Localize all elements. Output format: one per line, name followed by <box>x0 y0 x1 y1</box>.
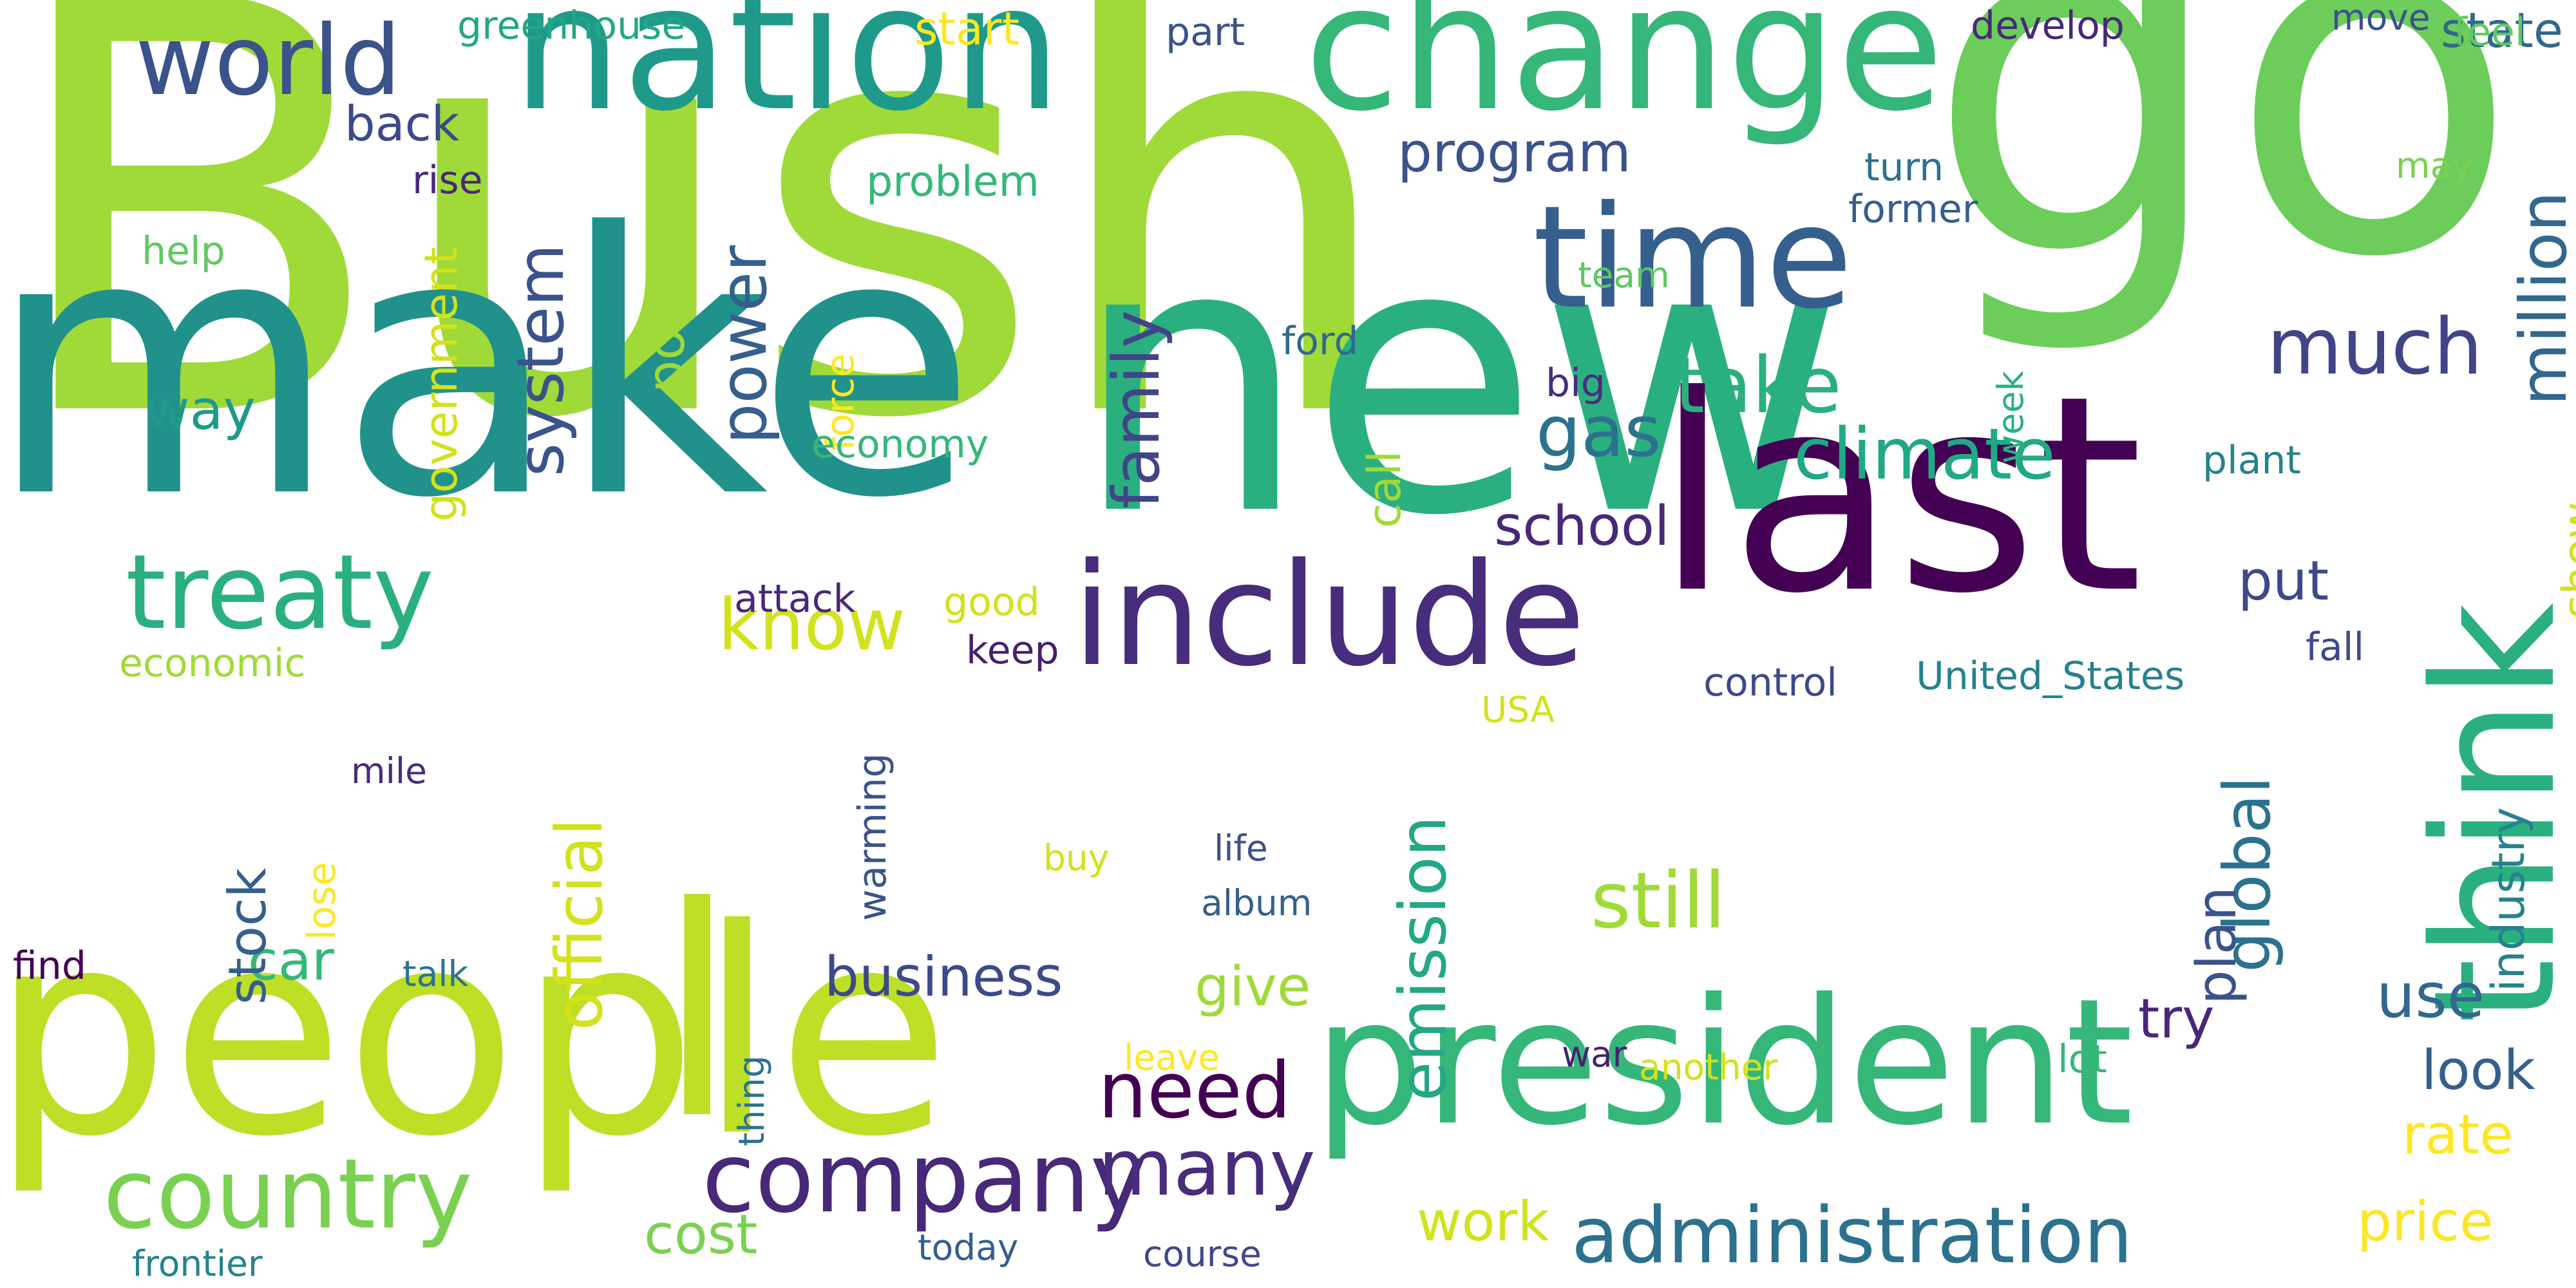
word-policy: policy <box>636 241 696 393</box>
word-last: last <box>1655 338 2143 653</box>
word-economy: economy <box>811 422 989 467</box>
word-start: start <box>914 3 1020 55</box>
word-put: put <box>2238 549 2329 613</box>
word-buy: buy <box>1043 837 1110 878</box>
word-problem: problem <box>866 158 1039 206</box>
word-rate: rate <box>2402 1103 2514 1167</box>
word-business: business <box>824 945 1063 1009</box>
word-album: album <box>1201 882 1312 923</box>
word-go: go <box>1926 0 2520 361</box>
word-back: back <box>345 95 460 152</box>
word-need: need <box>1098 1046 1291 1136</box>
word-control: control <box>1703 660 1837 705</box>
word-way: way <box>145 379 256 442</box>
word-administration: administration <box>1571 1191 2133 1281</box>
word-make: make <box>0 157 978 577</box>
word-use: use <box>2376 961 2485 1032</box>
word-official: official <box>542 818 617 1030</box>
word-ford: ford <box>1282 319 1359 364</box>
word-week: week <box>1990 370 2031 464</box>
word-united-states: United_States <box>1916 654 2185 699</box>
word-lose: lose <box>299 862 345 940</box>
word-turn: turn <box>1864 145 1944 190</box>
word-mile: mile <box>351 750 427 791</box>
word-program: program <box>1397 121 1631 185</box>
word-lot: lot <box>2058 1037 2107 1082</box>
word-move: move <box>2331 0 2430 38</box>
word-million: million <box>2506 191 2576 406</box>
word-gas: gas <box>1536 390 1662 473</box>
word-call: call <box>1358 450 1411 528</box>
word-system: system <box>503 243 578 477</box>
word-school: school <box>1494 495 1670 558</box>
word-try: try <box>2138 987 2215 1051</box>
word-frontier: frontier <box>132 1243 263 1284</box>
word-find: find <box>13 943 86 989</box>
word-part: part <box>1166 10 1245 55</box>
word-feel: feel <box>2454 10 2526 55</box>
word-team: team <box>1578 254 1670 296</box>
word-car: car <box>248 929 334 993</box>
word-much: much <box>2267 303 2483 392</box>
word-plant: plant <box>2202 438 2302 483</box>
word-attack: attack <box>734 576 856 621</box>
word-bush: Bush <box>0 0 1403 542</box>
word-help: help <box>142 229 225 274</box>
word-work: work <box>1417 1190 1549 1254</box>
word-cost: cost <box>644 1203 758 1267</box>
word-price: price <box>2357 1190 2494 1254</box>
word-life: life <box>1214 828 1268 869</box>
word-take: take <box>1674 341 1842 431</box>
word-family: family <box>1099 310 1174 509</box>
word-war: war <box>1562 1034 1627 1075</box>
word-leave: leave <box>1124 1037 1220 1078</box>
word-economic: economic <box>119 641 306 686</box>
word-treaty: treaty <box>126 532 434 652</box>
word-new: new <box>1072 162 1844 597</box>
word-still: still <box>1591 857 1726 946</box>
word-president: president <box>1314 961 2134 1164</box>
word-power: power <box>706 245 781 444</box>
word-talk: talk <box>402 953 469 994</box>
word-course: course <box>1143 1233 1262 1274</box>
word-former: former <box>1848 187 1978 232</box>
word-another: another <box>1639 1046 1778 1088</box>
word-warming: warming <box>850 753 895 921</box>
word-state: state <box>2441 2 2563 59</box>
word-people: people <box>0 869 951 1198</box>
word-government: government <box>415 247 468 522</box>
word-l: l <box>657 846 738 1183</box>
word-keep: keep <box>966 628 1059 673</box>
word-stock: stock <box>218 867 278 1005</box>
word-climate: climate <box>1794 413 2056 495</box>
word-give: give <box>1195 955 1311 1019</box>
word-usa: USA <box>1481 689 1555 730</box>
word-many: many <box>1098 1124 1316 1213</box>
word-show: show <box>2553 502 2576 618</box>
word-industry: industry <box>2482 807 2535 992</box>
word-emission: emission <box>1385 815 1461 1101</box>
word-today: today <box>918 1227 1019 1268</box>
word-nation: nation <box>512 0 1062 149</box>
word-develop: develop <box>1971 3 2125 48</box>
word-know: know <box>718 583 905 666</box>
word-fall: fall <box>2306 625 2365 670</box>
word-country: country <box>103 1139 473 1251</box>
word-include: include <box>1072 533 1586 697</box>
word-change: change <box>1304 0 1944 149</box>
word-good: good <box>943 580 1040 625</box>
word-thing: thing <box>731 1055 772 1146</box>
word-time: time <box>1533 175 1853 340</box>
word-look: look <box>2421 1039 2535 1103</box>
word-may: may <box>2396 145 2473 186</box>
word-world: world <box>135 5 402 117</box>
word-plan: plan <box>2185 886 2249 1005</box>
word-rise: rise <box>412 158 483 203</box>
word-company: company <box>702 1122 1148 1235</box>
word-big: big <box>1546 361 1605 406</box>
word-greenhouse: greenhouse <box>457 3 686 48</box>
